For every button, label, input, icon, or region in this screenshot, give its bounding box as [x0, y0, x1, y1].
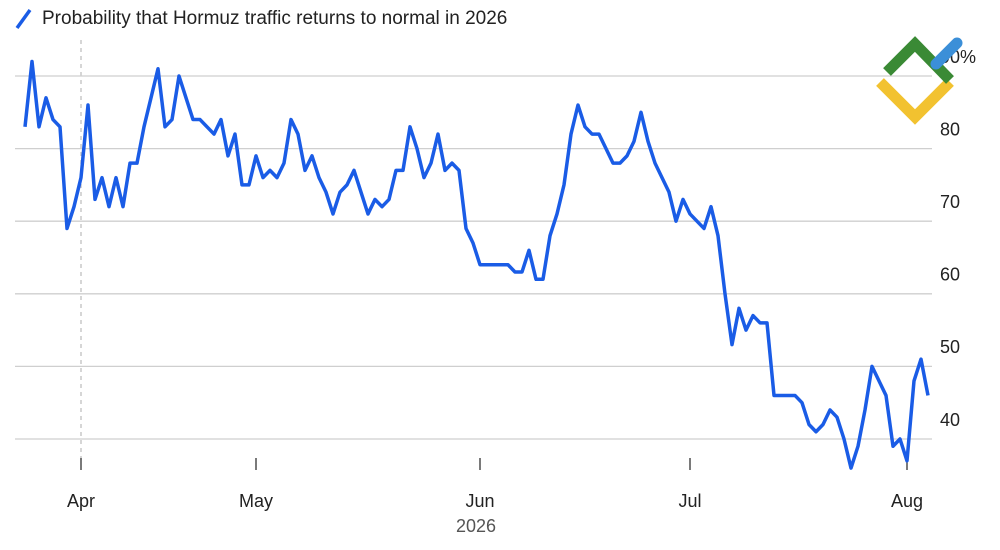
x-tick-label: Aug: [891, 491, 923, 511]
legend-swatch: [15, 8, 32, 30]
logo-blue: [930, 37, 963, 70]
y-tick-label: 50: [940, 337, 960, 357]
logo: [876, 36, 963, 125]
y-tick-label: 80: [940, 119, 960, 139]
plot: [23, 59, 930, 470]
y-tick-label: 70: [940, 192, 960, 212]
line-series: [23, 59, 930, 470]
x-tick-label: Apr: [67, 491, 95, 511]
x-axis-label: 2026: [456, 516, 496, 536]
y-tick-label: 40: [940, 410, 960, 430]
y-tick-label: 60: [940, 265, 960, 285]
legend: Probability that Hormuz traffic returns …: [15, 8, 507, 30]
x-tick-label: May: [239, 491, 273, 511]
legend-label: Probability that Hormuz traffic returns …: [42, 8, 507, 29]
logo-yellow: [876, 78, 954, 125]
x-tick-label: Jul: [678, 491, 701, 511]
x-tick-label: Jun: [465, 491, 494, 511]
